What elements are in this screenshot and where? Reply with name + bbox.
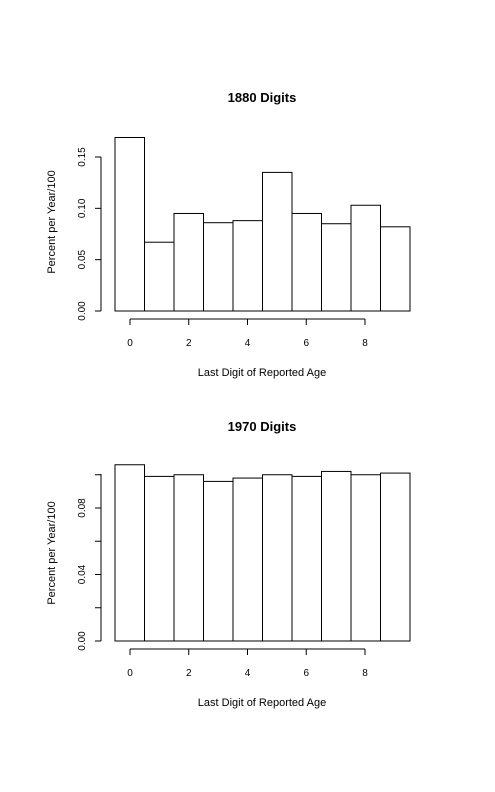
bar-2 <box>173 474 204 642</box>
bar-5 <box>262 474 293 642</box>
chart-1970-x-axis: 0 2 4 6 8 <box>127 648 368 679</box>
chart-1970-y-axis-label: Percent per Year/100 <box>46 501 58 604</box>
bar-5 <box>262 171 293 312</box>
bar-1 <box>144 241 175 312</box>
bar-7 <box>321 223 352 312</box>
bar-8 <box>350 474 381 642</box>
chart-1880-x-axis-label: Last Digit of Reported Age <box>198 367 326 379</box>
bar-4 <box>232 220 263 312</box>
bar-3 <box>203 222 234 312</box>
y-tick-label: 0.15 <box>77 147 88 167</box>
y-tick-label: 0.05 <box>77 249 88 269</box>
x-tick-label: 6 <box>303 338 309 349</box>
bar-1 <box>144 475 175 642</box>
y-tick-label: 0.04 <box>77 564 88 584</box>
bar-6 <box>291 475 322 642</box>
bar-9 <box>380 472 411 642</box>
x-tick-label: 8 <box>362 668 368 679</box>
chart-1880-x-axis: 0 2 4 6 8 <box>127 318 368 349</box>
y-tick-label: 0.00 <box>77 301 88 321</box>
x-tick-label: 0 <box>127 338 133 349</box>
bar-0 <box>114 136 145 312</box>
chart-1880-bars <box>114 136 411 312</box>
chart-1970-title: 1970 Digits <box>228 419 297 434</box>
chart-1880-title: 1880 Digits <box>228 90 297 105</box>
x-tick-label: 4 <box>245 338 251 349</box>
bar-6 <box>291 212 322 312</box>
y-tick-label: 0.08 <box>77 498 88 518</box>
y-tick-label: 0.10 <box>77 198 88 218</box>
bar-9 <box>380 226 411 312</box>
x-tick-label: 2 <box>186 338 192 349</box>
bar-2 <box>173 212 204 312</box>
chart-1880-y-axis-label: Percent per Year/100 <box>46 170 58 273</box>
chart-1880: 1880 Digits 0 2 4 6 8 0.00 0.05 0.10 0.15 Last … <box>46 90 411 379</box>
x-tick-label: 6 <box>303 668 309 679</box>
x-tick-label: 0 <box>127 668 133 679</box>
chart-1970: 1970 Digits 0 2 4 6 8 0.00 0.04 0.08 Last Digi… <box>46 419 411 709</box>
chart-1970-bars <box>114 464 411 642</box>
y-tick-label: 0.00 <box>77 631 88 651</box>
bar-7 <box>321 470 352 642</box>
bar-8 <box>350 204 381 312</box>
bar-0 <box>114 464 145 642</box>
chart-1970-y-axis: 0.00 0.04 0.08 <box>77 474 102 651</box>
bar-3 <box>203 480 234 642</box>
x-tick-label: 8 <box>362 338 368 349</box>
x-tick-label: 2 <box>186 668 192 679</box>
chart-1970-x-axis-label: Last Digit of Reported Age <box>198 697 326 709</box>
bar-4 <box>232 477 263 642</box>
x-tick-label: 4 <box>245 668 251 679</box>
chart-1880-y-axis: 0.00 0.05 0.10 0.15 <box>77 147 102 321</box>
